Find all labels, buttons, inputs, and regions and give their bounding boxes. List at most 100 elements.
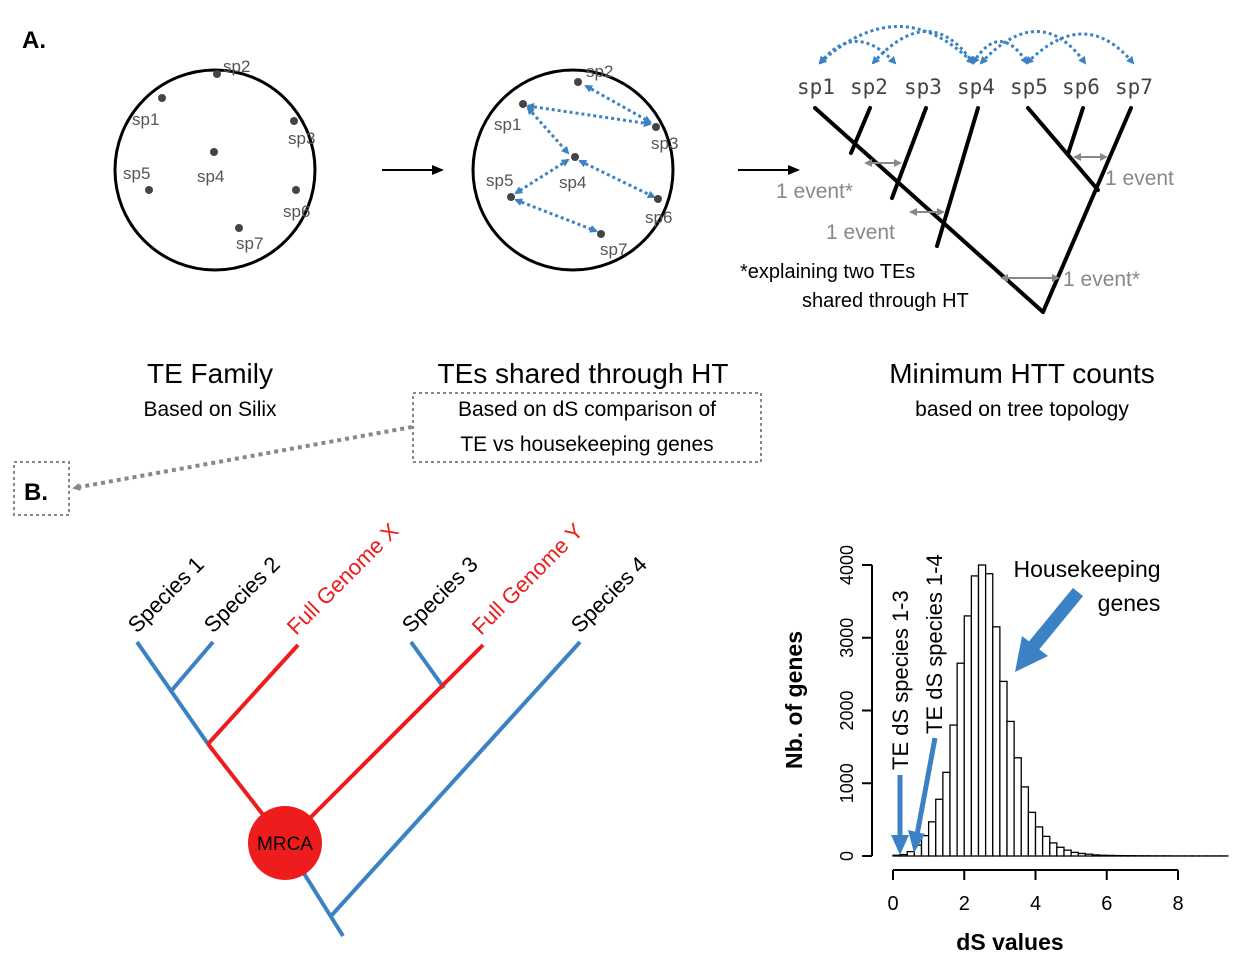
x-tick-label: 4 xyxy=(1030,893,1041,915)
x-tick-label: 2 xyxy=(959,893,970,915)
histogram-bar xyxy=(942,771,951,857)
link-to-panel-b xyxy=(72,425,413,491)
histogram-bar xyxy=(1020,786,1030,857)
c1-sp6: sp6 xyxy=(283,202,310,221)
c2-sp1: sp1 xyxy=(494,115,521,134)
c2-sp6: sp6 xyxy=(645,208,672,227)
histogram-bar xyxy=(906,850,916,857)
c1-sp7: sp7 xyxy=(236,234,263,253)
genome-tree: MRCA Species 1 Species 2 Full Genome X S… xyxy=(123,518,652,938)
ann-te13: TE dS species 1-3 xyxy=(888,590,913,770)
y-tick-label: 3000 xyxy=(837,618,857,658)
c2-sp5: sp5 xyxy=(486,171,513,190)
c2-sp7: sp7 xyxy=(600,240,627,259)
caption-min-htt: Minimum HTT counts xyxy=(889,358,1155,389)
x-tick-label: 6 xyxy=(1101,893,1112,915)
x-tick-label: 8 xyxy=(1172,893,1183,915)
te13-arrowhead xyxy=(891,835,909,855)
c1-sp5: sp5 xyxy=(123,164,150,183)
histogram-bar xyxy=(984,573,994,857)
ann-te14: TE dS species 1-4 xyxy=(922,554,947,734)
te14-arrowhead xyxy=(908,830,925,853)
ann-housekeeping-2: genes xyxy=(1098,590,1161,616)
footnote-line2: shared through HT xyxy=(802,290,969,312)
c2-sp2: sp2 xyxy=(586,62,613,81)
ds-method-box xyxy=(412,392,762,463)
event-label-1: 1 event* xyxy=(776,180,853,203)
htt-tree: sp1 sp2 sp3 sp4 sp5 sp6 sp7 1 event* 1 e… xyxy=(740,25,1174,314)
mrca-node xyxy=(248,806,322,880)
tree-tip-sp3: sp3 xyxy=(904,75,942,99)
tip-species-1: Species 1 xyxy=(123,552,209,638)
histogram-bar xyxy=(992,626,1001,857)
histogram-bars xyxy=(892,564,1229,857)
histogram-bar xyxy=(1034,826,1044,857)
histogram-bar xyxy=(963,615,973,857)
histogram-bar xyxy=(1091,854,1101,857)
y-tick-label: 2000 xyxy=(837,690,857,730)
event-label-3: 1 event* xyxy=(1063,268,1140,291)
histogram-bar xyxy=(1077,852,1087,857)
c1-sp2: sp2 xyxy=(223,57,250,76)
c1-sp1: sp1 xyxy=(132,110,159,129)
histogram-axes: 0 2 4 6 8 0 1000 2000 3000 4000 xyxy=(837,545,1184,915)
te-shared-circle: sp1 sp2 sp3 sp4 sp5 sp6 sp7 xyxy=(471,62,678,272)
y-tick-label: 1000 xyxy=(837,763,857,803)
caption-te-family: TE Family xyxy=(147,358,273,389)
histogram-bar xyxy=(970,575,980,857)
histogram-bar xyxy=(1084,853,1094,857)
caption-ds-line2: TE vs housekeeping genes xyxy=(460,433,713,456)
caption-topology: based on tree topology xyxy=(915,398,1129,421)
histogram-bar xyxy=(1006,720,1015,857)
histogram-bar xyxy=(1063,849,1072,857)
histogram-bar xyxy=(1013,757,1022,857)
tree-tip-sp1: sp1 xyxy=(797,75,835,99)
tree-tip-sp2: sp2 xyxy=(850,75,888,99)
histogram-bar xyxy=(927,821,937,857)
footnote-line1: *explaining two TEs xyxy=(740,261,915,283)
caption-silix: Based on Silix xyxy=(143,398,277,421)
tree-tip-sp5: sp5 xyxy=(1010,75,1048,99)
histogram-bar xyxy=(1041,835,1051,857)
histogram-bar xyxy=(920,834,930,857)
ann-housekeeping-1: Housekeeping xyxy=(1013,556,1160,582)
panel-b-label: B. xyxy=(24,479,48,506)
histogram-bar xyxy=(1070,851,1079,857)
histogram-bar xyxy=(1098,854,1108,857)
histogram-bar xyxy=(999,680,1008,857)
y-tick-label: 0 xyxy=(837,851,857,861)
tree-tip-sp6: sp6 xyxy=(1062,75,1100,99)
tip-genome-x: Full Genome X xyxy=(282,518,404,640)
x-axis-label: dS values xyxy=(956,929,1063,955)
histogram-bar xyxy=(949,724,958,857)
c1-sp3: sp3 xyxy=(288,129,315,148)
histogram-bar xyxy=(892,854,901,857)
tree-tip-sp7: sp7 xyxy=(1115,75,1153,99)
mrca-label: MRCA xyxy=(257,834,313,855)
histogram-bar xyxy=(956,662,965,857)
tree-tip-sp4: sp4 xyxy=(957,75,995,99)
histogram-bar xyxy=(1056,846,1065,857)
ds-histogram: 0 2 4 6 8 0 1000 2000 3000 4000 Nb. of genes dS v… xyxy=(781,545,1229,955)
caption-ds-line1: Based on dS comparison of xyxy=(458,398,716,421)
event-label-4: 1 event xyxy=(1105,167,1174,190)
c2-sp4: sp4 xyxy=(559,173,586,192)
histogram-bar xyxy=(1027,811,1037,857)
housekeeping-arrow xyxy=(1026,587,1084,653)
c2-sp3: sp3 xyxy=(651,134,678,153)
x-tick-label: 0 xyxy=(887,893,898,915)
te14-arrow xyxy=(914,737,938,836)
y-tick-label: 4000 xyxy=(837,545,857,585)
y-axis-label: Nb. of genes xyxy=(781,631,807,769)
tip-species-2: Species 2 xyxy=(199,552,285,638)
histogram-bar xyxy=(935,798,944,857)
histogram-bar xyxy=(977,564,987,857)
caption-te-shared: TEs shared through HT xyxy=(437,358,728,389)
histogram-bar xyxy=(1106,854,1115,857)
panel-a-label: A. xyxy=(22,27,46,54)
event-label-2: 1 event xyxy=(826,221,895,244)
c1-sp4: sp4 xyxy=(197,167,224,186)
tip-species-4: Species 4 xyxy=(566,552,652,638)
histogram-bar xyxy=(899,853,908,857)
